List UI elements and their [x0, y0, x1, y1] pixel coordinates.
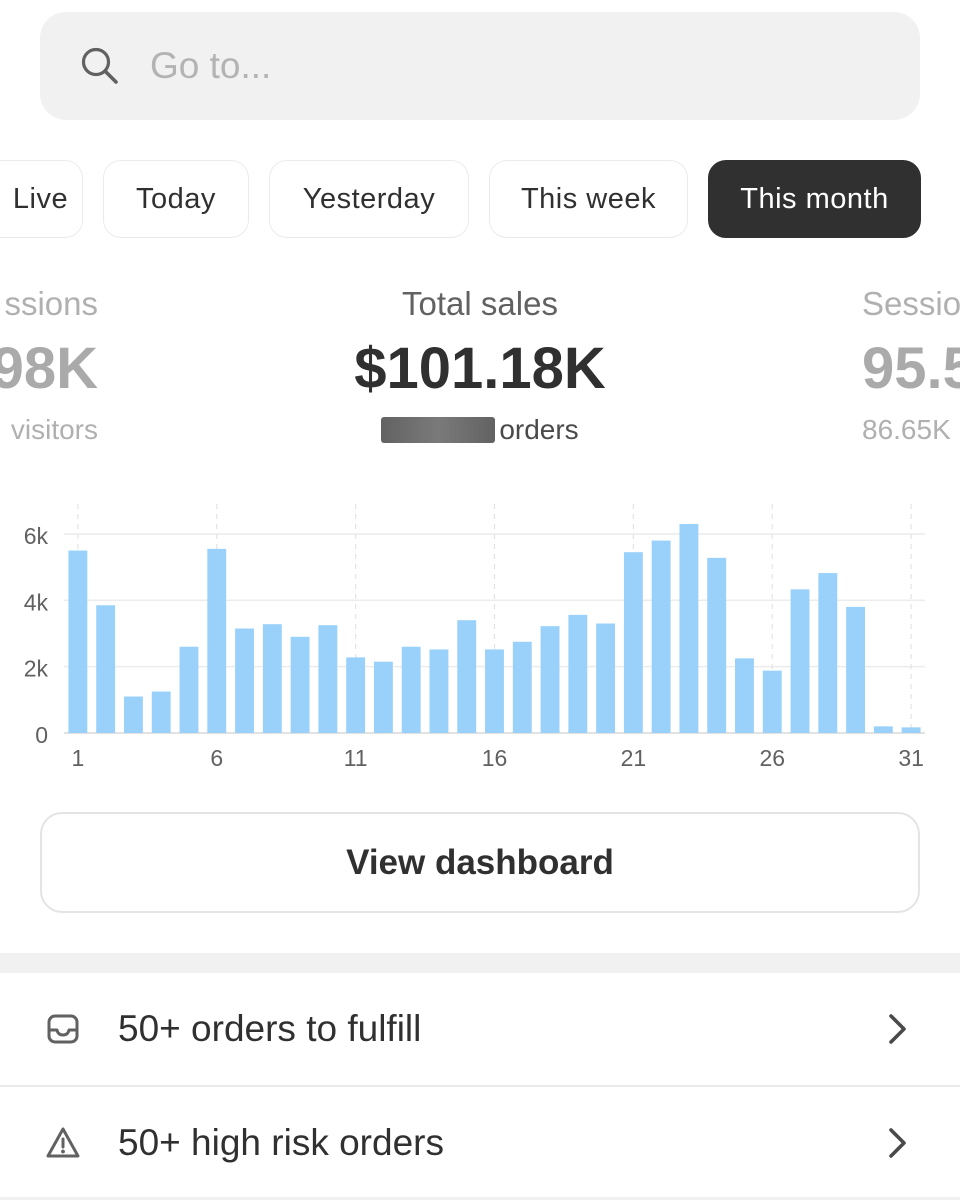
bar-day-20	[596, 623, 616, 733]
bar-day-31	[901, 727, 921, 733]
bar-day-22	[651, 540, 671, 733]
x-tick-label: 6	[210, 745, 223, 771]
filter-label: This month	[740, 182, 889, 215]
metric-sub: orders	[300, 410, 660, 450]
bar-day-14	[429, 649, 449, 733]
bar-day-7	[235, 628, 254, 733]
x-tick-label: 31	[898, 745, 924, 771]
x-tick-label: 16	[482, 745, 508, 771]
bar-day-19	[568, 614, 588, 733]
filter-label: Live	[12, 182, 69, 215]
row-divider	[0, 1197, 960, 1200]
metric-label: ssions	[4, 285, 98, 322]
bar-day-4	[151, 691, 171, 733]
metric-value: 95.5	[862, 336, 960, 401]
metric-label: Sessio	[862, 285, 960, 322]
bar-day-3	[123, 696, 143, 733]
section-divider	[0, 953, 960, 973]
metric-total-sales[interactable]: Total sales $101.18K orders	[300, 280, 660, 450]
bar-day-24	[707, 557, 727, 733]
x-tick-label: 1	[71, 745, 84, 771]
bar-day-29	[846, 606, 866, 733]
y-tick-label: 6k	[24, 523, 49, 549]
bar-day-15	[457, 620, 477, 733]
bar-day-13	[401, 646, 421, 733]
view-dashboard-button[interactable]: View dashboard	[40, 812, 920, 913]
metric-sessions-left[interactable]: ssions 98K visitors	[0, 280, 98, 450]
chevron-right-icon	[889, 1128, 906, 1158]
bar-day-12	[373, 661, 393, 733]
row-divider	[0, 1085, 960, 1087]
bar-day-30	[873, 726, 893, 733]
metric-value: $101.18K	[354, 336, 606, 401]
filter-this-week[interactable]: This week	[489, 160, 688, 238]
task-label: 50+ orders to fulfill	[118, 1008, 422, 1049]
bar-day-26	[762, 670, 782, 733]
bar-day-10	[318, 625, 338, 733]
warning-icon	[46, 1127, 80, 1158]
metric-sub-text: orders	[499, 414, 579, 445]
bar-day-9	[290, 636, 310, 733]
bar-day-28	[818, 573, 838, 733]
search-bar[interactable]	[40, 12, 920, 120]
metric-sub: 86.65K	[862, 414, 951, 445]
task-high-risk-orders[interactable]: 50+ high risk orders	[0, 1087, 960, 1199]
filter-today[interactable]: Today	[103, 160, 249, 238]
view-dashboard-label: View dashboard	[346, 842, 614, 882]
filter-this-month[interactable]: This month	[708, 160, 921, 238]
metric-label: Total sales	[402, 285, 558, 322]
search-icon	[81, 47, 118, 84]
search-input[interactable]	[150, 45, 850, 87]
bar-day-25	[735, 658, 754, 733]
y-tick-label: 2k	[24, 656, 49, 682]
bar-day-11	[346, 657, 366, 733]
y-tick-label: 0	[35, 722, 48, 748]
bar-day-21	[623, 552, 643, 733]
redacted-count	[381, 417, 496, 443]
metric-value: 98K	[0, 336, 98, 401]
filter-label: Today	[136, 182, 216, 215]
bar-day-1	[68, 550, 88, 733]
bar-day-27	[790, 589, 810, 733]
filter-label: This week	[520, 182, 657, 215]
bar-day-8	[262, 624, 282, 733]
x-tick-label: 11	[344, 745, 368, 771]
bar-day-2	[96, 605, 116, 733]
filter-yesterday[interactable]: Yesterday	[269, 160, 469, 238]
chevron-right-icon	[889, 1014, 906, 1044]
task-orders-to-fulfill[interactable]: 50+ orders to fulfill	[0, 973, 960, 1085]
bar-day-18	[540, 626, 560, 733]
y-tick-label: 4k	[24, 589, 49, 615]
inbox-icon	[47, 1014, 79, 1044]
bar-day-5	[179, 646, 199, 733]
x-tick-label: 21	[621, 745, 647, 771]
filter-label: Yesterday	[302, 182, 436, 215]
metric-sessions-right[interactable]: Sessio 95.5 86.65K	[862, 280, 960, 450]
bar-day-6	[207, 548, 227, 733]
bar-day-23	[679, 524, 699, 733]
bar-day-16	[485, 649, 504, 733]
bar-day-17	[512, 641, 532, 733]
x-tick-label: 26	[759, 745, 785, 771]
task-label: 50+ high risk orders	[118, 1122, 444, 1163]
filter-live[interactable]: Live	[0, 160, 83, 238]
metric-sub: visitors	[10, 414, 98, 445]
